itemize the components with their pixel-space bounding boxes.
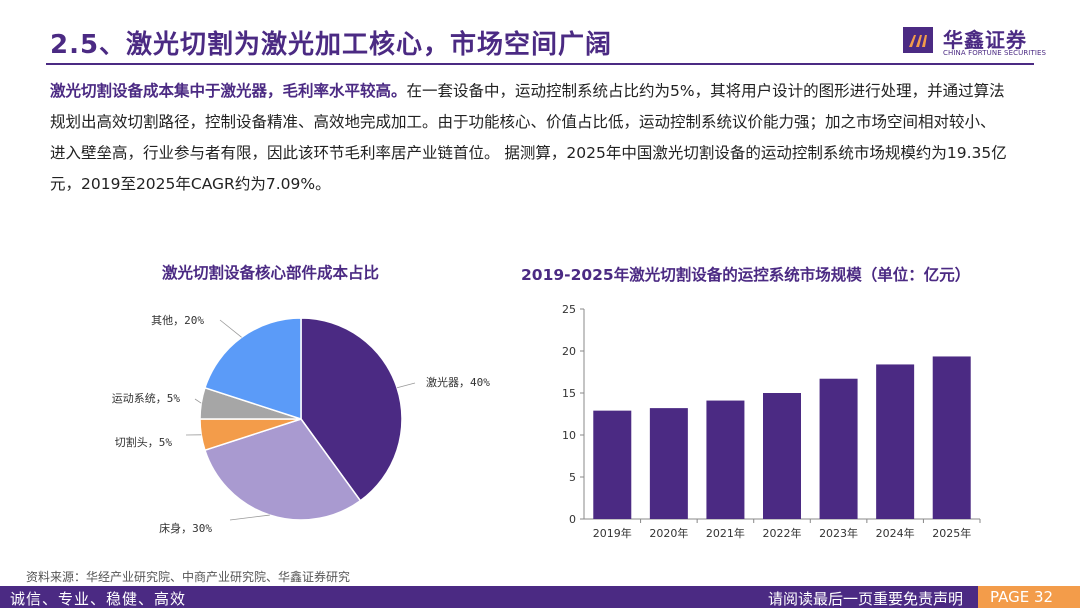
y-tick-label: 15 [562,387,576,400]
footer-bar: 诚信、专业、稳健、高效 请阅读最后一页重要免责声明 PAGE 32 [0,586,1080,608]
source-note: 资料来源：华经产业研究院、中商产业研究院、华鑫证券研究 [26,568,350,585]
pie-leader-line [195,399,201,403]
page-number: PAGE 32 [978,586,1080,608]
footer-disclaimer-link[interactable]: 请阅读最后一页重要免责声明 [768,588,963,609]
logo-mark-icon [903,27,933,53]
bar [933,356,971,519]
y-tick-label: 25 [562,303,576,316]
x-tick-label: 2019年 [593,526,632,540]
x-tick-label: 2025年 [932,526,971,540]
bar [650,408,688,519]
bar [876,364,914,519]
bar [763,393,801,519]
cost-share-pie-chart: 激光器，40% 床身，30% 切割头，5% 运动系统，5% 其他，20% [80,295,520,550]
body-paragraph: 激光切割设备成本集中于激光器，毛利率水平较高。在一套设备中，运动控制系统占比约为… [50,76,1010,200]
x-tick-label: 2022年 [763,526,802,540]
y-tick-label: 20 [562,345,576,358]
pie-leader-line [230,515,270,520]
bar [706,401,744,519]
x-tick-label: 2023年 [819,526,858,540]
y-tick-label: 0 [569,513,576,526]
y-tick-label: 10 [562,429,576,442]
logo-english-name: CHINA FORTUNE SECURITIES [943,49,1046,57]
pie-leader-line [397,383,415,388]
page-title: 2.5、激光切割为激光加工核心，市场空间广阔 [50,24,612,61]
x-tick-label: 2024年 [876,526,915,540]
x-tick-label: 2021年 [706,526,745,540]
x-tick-label: 2020年 [649,526,688,540]
y-tick-label: 5 [569,471,576,484]
pie-chart-title: 激光切割设备核心部件成本占比 [162,261,379,283]
market-size-bar-chart: 0 5 10 15 20 25 2019年 2020年 2021年 2022年 2023年 2024年… [540,292,990,547]
body-lead-sentence: 激光切割设备成本集中于激光器，毛利率水平较高。 [50,82,407,100]
pie-slice-label: 切割头，5% [115,435,173,449]
bar-chart-title: 2019-2025年激光切割设备的运控系统市场规模（单位：亿元） [521,263,970,285]
pie-slice-label: 激光器，40% [426,375,490,389]
footer-slogan: 诚信、专业、稳健、高效 [10,588,186,609]
pie-slice-label: 床身，30% [159,521,212,535]
title-divider [46,63,1034,65]
bar [593,411,631,519]
pie-slice-label: 其他，20% [151,314,204,327]
pie-leader-line [220,320,242,337]
pie-slice-label: 运动系统，5% [112,392,181,405]
bar [820,379,858,519]
